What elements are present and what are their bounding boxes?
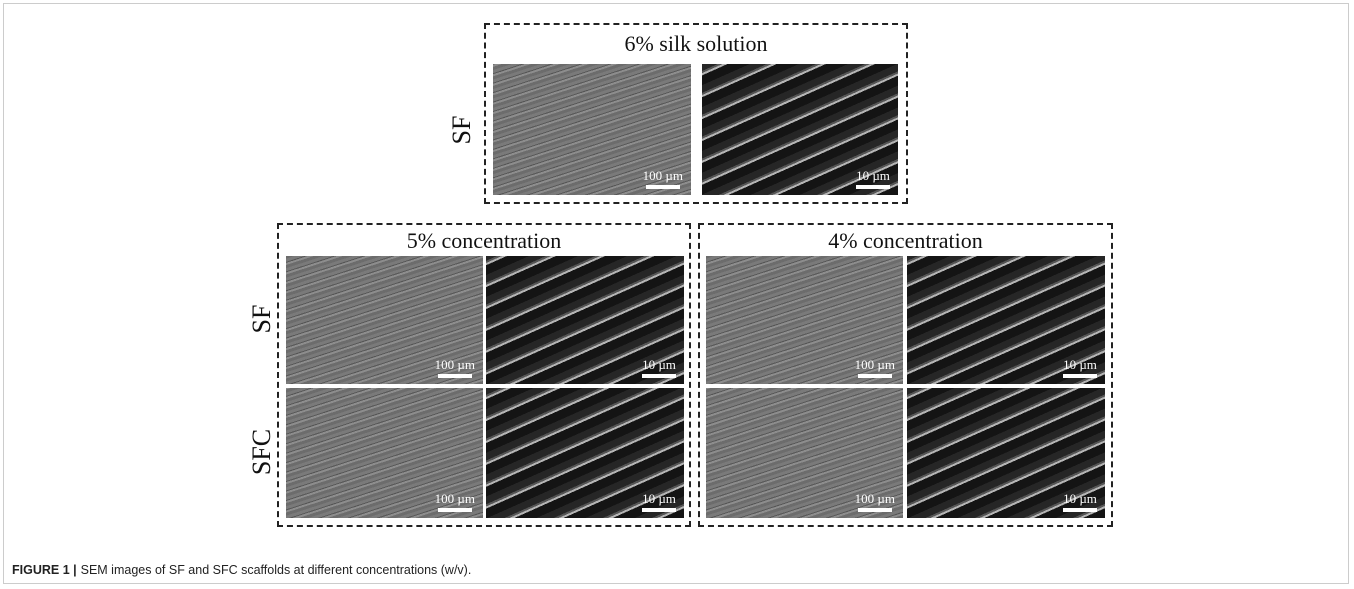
scale-bar: 10 µm xyxy=(642,491,676,512)
scale-bar: 100 µm xyxy=(435,491,475,512)
scale-bar: 10 µm xyxy=(642,357,676,378)
scale-bar: 10 µm xyxy=(856,168,890,189)
sem-image: 100 µm xyxy=(286,388,483,518)
scale-bar-line xyxy=(1063,508,1097,512)
scale-bar-line xyxy=(856,185,890,189)
scale-bar-label: 10 µm xyxy=(642,491,676,507)
scale-bar-label: 10 µm xyxy=(1063,491,1097,507)
sem-image: 100 µm xyxy=(493,64,691,195)
scale-bar-label: 100 µm xyxy=(435,491,475,507)
scale-bar-line xyxy=(438,508,472,512)
sem-image: 10 µm xyxy=(702,64,898,195)
sem-image: 10 µm xyxy=(907,388,1105,518)
scale-bar-line xyxy=(858,508,892,512)
sem-image: 100 µm xyxy=(706,388,903,518)
scale-bar-label: 100 µm xyxy=(855,357,895,373)
scale-bar-line xyxy=(642,508,676,512)
figure-page: FIGURE 1 | SEM images of SF and SFC scaff… xyxy=(0,0,1354,589)
scale-bar-line xyxy=(646,185,680,189)
sem-image: 100 µm xyxy=(286,256,483,384)
scale-bar-line xyxy=(858,374,892,378)
panel-title: 4% concentration xyxy=(698,228,1113,254)
sem-image: 100 µm xyxy=(706,256,903,384)
scale-bar: 10 µm xyxy=(1063,491,1097,512)
sem-image: 10 µm xyxy=(907,256,1105,384)
scale-bar-label: 100 µm xyxy=(855,491,895,507)
scale-bar-label: 10 µm xyxy=(856,168,890,184)
scale-bar-label: 100 µm xyxy=(435,357,475,373)
sem-image: 10 µm xyxy=(486,388,684,518)
caption: FIGURE 1 | SEM images of SF and SFC scaff… xyxy=(12,563,471,577)
row-label: SF xyxy=(247,279,277,359)
scale-bar: 100 µm xyxy=(643,168,683,189)
scale-bar-line xyxy=(1063,374,1097,378)
scale-bar-label: 100 µm xyxy=(643,168,683,184)
panel-title: 6% silk solution xyxy=(484,31,908,57)
sem-image: 10 µm xyxy=(486,256,684,384)
caption-text: SEM images of SF and SFC scaffolds at di… xyxy=(81,563,472,577)
row-label: SF xyxy=(447,90,477,170)
panel-title: 5% concentration xyxy=(277,228,691,254)
scale-bar: 100 µm xyxy=(855,491,895,512)
scale-bar-line xyxy=(642,374,676,378)
scale-bar: 100 µm xyxy=(435,357,475,378)
scale-bar-line xyxy=(438,374,472,378)
row-label: SFC xyxy=(247,412,277,492)
scale-bar-label: 10 µm xyxy=(642,357,676,373)
scale-bar-label: 10 µm xyxy=(1063,357,1097,373)
scale-bar: 10 µm xyxy=(1063,357,1097,378)
caption-label: FIGURE 1 | xyxy=(12,563,77,577)
scale-bar: 100 µm xyxy=(855,357,895,378)
